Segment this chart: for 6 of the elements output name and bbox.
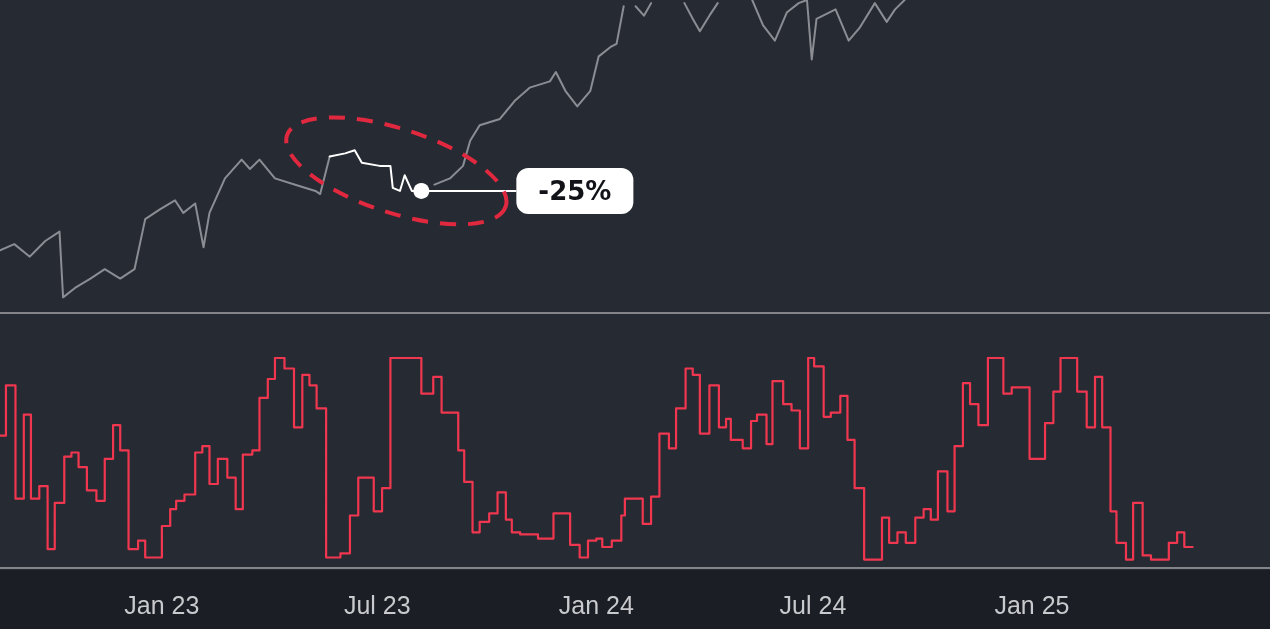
x-tick-label: Jul 23	[343, 590, 411, 619]
x-tick-label: Jul 24	[779, 590, 847, 619]
x-tick-label: Jan 25	[994, 590, 1070, 619]
x-tick-label: Jan 23	[124, 590, 200, 619]
annotation: -25%	[538, 175, 612, 206]
x-tick-label: Jan 24	[558, 590, 634, 619]
